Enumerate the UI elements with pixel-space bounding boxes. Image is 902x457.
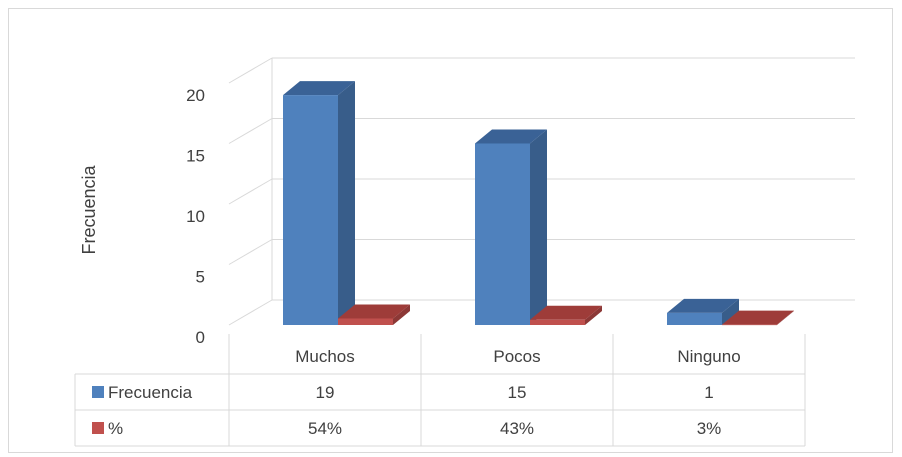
- bars: [283, 81, 794, 326]
- gridline-diagonal: [228, 57, 273, 84]
- data-table: Muchos Pocos Ninguno Frecuencia 19 15 1% 54% 43%…: [74, 334, 806, 447]
- x-tick-label: Pocos: [493, 347, 540, 366]
- bar-side: [722, 298, 739, 325]
- bar-top: [667, 298, 739, 313]
- bar-top: [338, 304, 410, 319]
- bar-side: [338, 81, 355, 325]
- data-label: 1: [704, 383, 713, 402]
- data-label: 43%: [500, 419, 534, 438]
- bar-side: [530, 129, 547, 325]
- bar-side: [393, 304, 410, 325]
- chart-frame: [8, 8, 893, 453]
- bar: [530, 319, 585, 325]
- gridline-diagonal: [228, 178, 273, 205]
- gridline-diagonal: [228, 239, 273, 265]
- gridline-diagonal: [228, 299, 273, 326]
- bar-top: [475, 129, 547, 144]
- bar-top: [722, 310, 794, 325]
- legend-label: %: [108, 419, 123, 438]
- y-tick-label: 5: [196, 268, 205, 287]
- data-label: 3%: [697, 419, 722, 438]
- data-label: 19: [316, 383, 335, 402]
- bar: [667, 312, 722, 325]
- bar: [722, 324, 777, 326]
- bar-top: [283, 81, 355, 96]
- bar: [338, 318, 393, 325]
- y-tick-label: 0: [196, 328, 205, 347]
- bar-top: [530, 305, 602, 320]
- y-axis-label: Frecuencia: [79, 164, 99, 254]
- x-tick-label: Muchos: [295, 347, 355, 366]
- legend-key: [92, 386, 104, 398]
- y-tick-label: 20: [186, 86, 205, 105]
- legend-label: Frecuencia: [108, 383, 193, 402]
- y-tick-label: 10: [186, 207, 205, 226]
- bar: [283, 95, 338, 325]
- y-axis-ticks: 0 5 10 15 20: [186, 86, 205, 347]
- data-label: 15: [508, 383, 527, 402]
- legend-key: [92, 422, 104, 434]
- gridlines: [228, 57, 855, 326]
- gridline-diagonal: [228, 118, 273, 144]
- bar-side: [585, 305, 602, 325]
- y-tick-label: 15: [186, 147, 205, 166]
- data-label: 54%: [308, 419, 342, 438]
- bar-side: [777, 310, 794, 325]
- bar: [475, 143, 530, 325]
- x-tick-label: Ninguno: [677, 347, 740, 366]
